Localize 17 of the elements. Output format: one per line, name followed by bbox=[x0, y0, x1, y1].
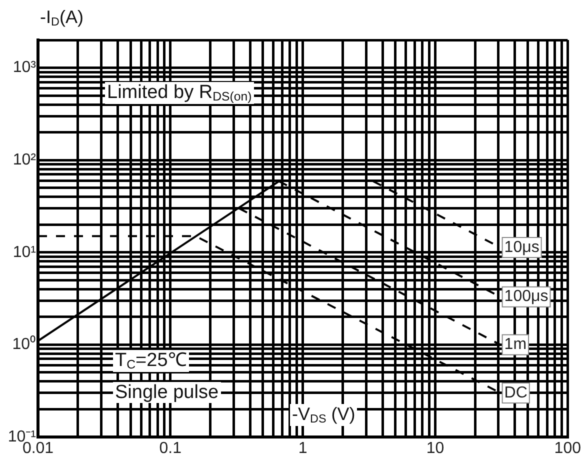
y-tick-label: 10¹ bbox=[12, 244, 36, 261]
series-label: DC bbox=[504, 384, 528, 402]
series-label: 1m bbox=[504, 336, 527, 354]
annotation: T$_{C}$=25℃ bbox=[113, 350, 189, 372]
y-axis-title: -I$_{D}$(A) bbox=[40, 7, 84, 28]
x-tick-label: 10 bbox=[426, 440, 444, 458]
annotation: Single pulse bbox=[113, 382, 221, 403]
annotation: Limited by R$_{DS(on)}$ bbox=[105, 82, 254, 104]
x-tick-label: 0.1 bbox=[159, 440, 182, 458]
x-axis-title: -V$_{DS}$ (V) bbox=[290, 404, 358, 426]
x-tick-label: 100 bbox=[554, 440, 582, 458]
y-tick-label: 10⁰ bbox=[12, 335, 36, 354]
y-tick-label: 10³ bbox=[12, 59, 37, 76]
series-label: 100μs bbox=[504, 288, 548, 306]
y-tick-label: 10² bbox=[12, 151, 37, 168]
x-tick-label: 1 bbox=[298, 440, 308, 458]
series-label: 10μs bbox=[504, 238, 540, 256]
